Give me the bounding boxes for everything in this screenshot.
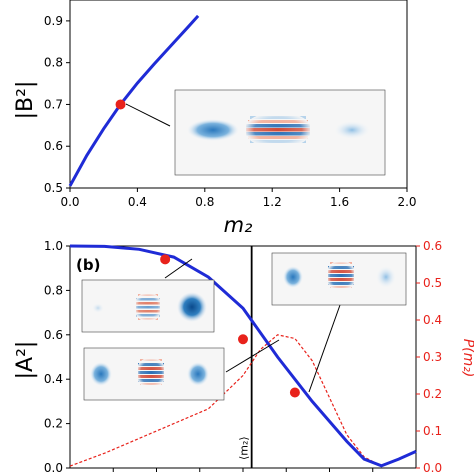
panel-a-series-line <box>68 14 200 187</box>
panel-b-y-tick-label: 1.0 <box>44 239 63 253</box>
panel-a-y-tick-label: 0.8 <box>44 56 63 70</box>
panel-b-y-tick-label-right: 0.1 <box>423 424 442 438</box>
panel-a-marker <box>115 99 126 110</box>
panel-b-inset-2 <box>83 347 225 401</box>
panel-b-series-line <box>69 244 417 468</box>
panel-a-x-tick-label: 0.0 <box>60 195 79 209</box>
panel-a-y-ticks: 0.5 0.6 0.7 0.8 0.9 <box>44 14 70 195</box>
panel-b-y-tick-label-right: 0.2 <box>423 387 442 401</box>
panel-a-x-tick-label: 1.2 <box>263 195 282 209</box>
panel-a-markers <box>115 99 126 110</box>
panel-b-inset-3 <box>271 252 407 306</box>
panel-a-y-label: |B²| <box>13 81 38 120</box>
panel-a-x-tick-label: 2.0 <box>397 195 416 209</box>
panel-b: 0.0 0.2 0.4 0.6 0.8 1.0 0.0 0.1 0.2 0.3 0.4 0.5 0.6… <box>13 239 474 474</box>
panel-b-y-label-right: P(m₂) <box>460 339 474 378</box>
panel-b-inset3-pointer <box>308 304 341 393</box>
panel-b-inset1-pointer <box>164 258 193 279</box>
panel-b-inset-1 <box>81 279 215 333</box>
panel-a-y-tick-label: 0.6 <box>44 139 63 153</box>
panel-b-markers <box>160 254 300 398</box>
panel-b-y-tick-label: 0.8 <box>44 283 63 297</box>
panel-a-x-tick-label: 0.8 <box>195 195 214 209</box>
panel-b-marker <box>238 334 248 345</box>
panel-a-plot-frame <box>69 0 408 189</box>
inset-blob-right <box>334 121 370 139</box>
panel-b-y-tick-label: 0.0 <box>44 461 63 474</box>
panel-b-y-ticks-left: 0.0 0.2 0.4 0.6 0.8 1.0 <box>44 239 70 474</box>
panel-a: 0.50.60.70.80.9 0.0 0.4 0.8 1.2 1.6 2.0 |B²| … <box>13 0 417 237</box>
panel-a-y-tick-label: 0.7 <box>44 97 63 111</box>
panel-b-probability-line <box>69 334 382 467</box>
panel-b-label: (b) <box>76 256 100 274</box>
panel-b-y-tick-label-right: 0.0 <box>423 461 442 474</box>
panel-b-y-tick-label-right: 0.5 <box>423 276 442 290</box>
panel-a-x-tick-label: 0.4 <box>128 195 147 209</box>
inset-stripes-center <box>244 112 312 148</box>
panel-b-y-tick-label-right: 0.4 <box>423 313 442 327</box>
panel-a-inset <box>174 89 386 176</box>
panel-a-x-label: m₂ <box>224 213 253 237</box>
panel-a-y-tick-label: 0.5 <box>44 181 63 195</box>
panel-b-marker <box>289 387 300 398</box>
panel-b-y-ticks-right: 0.0 0.1 0.2 0.3 0.4 0.5 0.6 <box>416 239 442 474</box>
panel-a-inset-pointer <box>125 103 171 127</box>
panel-a-x-ticks: 0.0 0.4 0.8 1.2 1.6 2.0 <box>60 188 417 209</box>
panel-b-y-tick-label-right: 0.3 <box>423 350 442 364</box>
panel-b-y-label: |A²| <box>13 341 38 380</box>
panel-a-x-tick-label: 1.6 <box>330 195 349 209</box>
panel-b-y-tick-label: 0.4 <box>44 372 63 386</box>
panel-b-x-ticks <box>112 468 374 472</box>
inset-blob-left <box>187 119 239 141</box>
panel-b-y-tick-label-right: 0.6 <box>423 239 442 253</box>
panel-b-y-tick-label: 0.2 <box>44 417 63 431</box>
mean-m2-label: ⟨m₂⟩ <box>238 436 251 460</box>
panel-b-y-tick-label: 0.6 <box>44 328 63 342</box>
panel-b-marker <box>160 254 171 265</box>
panel-a-y-tick-label: 0.9 <box>44 14 63 28</box>
panel-b-inset2-pointer <box>225 339 280 373</box>
